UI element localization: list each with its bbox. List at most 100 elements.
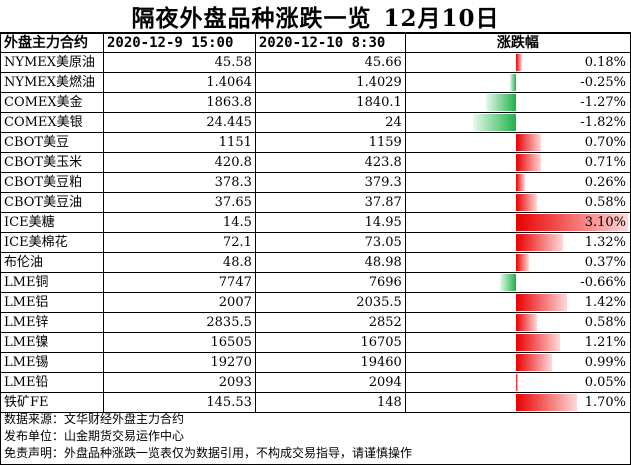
prev-value: 24.445 xyxy=(102,112,256,133)
curr-value: 148 xyxy=(254,392,406,413)
col-header-curr-time: 2020-12-10 8:30 xyxy=(254,33,406,53)
change-label: 0.37% xyxy=(584,255,626,270)
prev-value: 19270 xyxy=(102,352,256,373)
contract-name: LME铝 xyxy=(0,292,104,313)
header-row: 外盘主力合约 2020-12-9 15:00 2020-12-10 8:30 涨… xyxy=(0,33,631,53)
change-bar xyxy=(515,174,526,191)
contract-name: COMEX美金 xyxy=(0,92,104,113)
curr-value: 1159 xyxy=(254,132,406,153)
contract-name: ICE美糖 xyxy=(0,212,104,233)
change-label: 3.10% xyxy=(584,215,626,230)
change-cell: -0.66% xyxy=(404,272,631,293)
table-row: LME镍 16505 16705 1.21% xyxy=(0,332,631,353)
table-row: CBOT美豆 1151 1159 0.70% xyxy=(0,132,631,153)
title-main: 隔夜外盘品种涨跌一览 xyxy=(131,5,372,32)
footer-source: 数据来源：文华财经外盘主力合约 xyxy=(4,412,185,426)
change-bar xyxy=(515,194,537,211)
change-cell: 0.71% xyxy=(404,152,631,173)
change-label: -0.66% xyxy=(580,275,626,290)
curr-value: 24 xyxy=(254,112,406,133)
change-label: 1.70% xyxy=(584,395,626,410)
change-bar xyxy=(515,314,537,331)
prev-value: 37.65 xyxy=(102,192,256,213)
change-bar xyxy=(515,214,628,231)
title-date: 12月10日 xyxy=(383,5,500,32)
prev-value: 14.5 xyxy=(102,212,256,233)
footer-notes: 数据来源：文华财经外盘主力合约 发布单位：山金期货交易运作中心 免责声明：外盘品… xyxy=(0,411,631,465)
change-cell: 1.32% xyxy=(404,232,631,253)
contract-name: LME铜 xyxy=(0,272,104,293)
curr-value: 45.66 xyxy=(254,52,406,73)
change-bar xyxy=(472,114,516,131)
curr-value: 2094 xyxy=(254,372,406,393)
contract-name: CBOT美玉米 xyxy=(0,152,104,173)
change-cell: 0.99% xyxy=(404,352,631,373)
change-label: 0.70% xyxy=(584,135,626,150)
change-label: 1.21% xyxy=(584,335,626,350)
change-cell: 0.05% xyxy=(404,372,631,393)
table-row: ICE美糖 14.5 14.95 3.10% xyxy=(0,212,631,233)
curr-value: 7696 xyxy=(254,272,406,293)
table-body: NYMEX美原油 45.58 45.66 0.18% NYMEX美燃油 1.4064 1.4… xyxy=(0,52,631,413)
change-label: -1.82% xyxy=(580,115,626,130)
change-cell: 0.70% xyxy=(404,132,631,153)
change-bar xyxy=(515,234,564,251)
contract-name: CBOT美豆粕 xyxy=(0,172,104,193)
change-label: 0.71% xyxy=(584,155,626,170)
change-bar xyxy=(485,94,516,111)
curr-value: 2852 xyxy=(254,312,406,333)
curr-value: 19460 xyxy=(254,352,406,373)
change-bar xyxy=(500,274,516,291)
table-row: NYMEX美燃油 1.4064 1.4029 -0.25% xyxy=(0,72,631,93)
change-bar xyxy=(515,374,518,391)
change-cell: -1.27% xyxy=(404,92,631,113)
prev-value: 2835.5 xyxy=(102,312,256,333)
change-bar xyxy=(515,294,568,311)
table-row: NYMEX美原油 45.58 45.66 0.18% xyxy=(0,52,631,73)
prev-value: 1151 xyxy=(102,132,256,153)
prev-value: 45.58 xyxy=(102,52,256,73)
change-label: 1.42% xyxy=(584,295,626,310)
col-header-change: 涨跌幅 xyxy=(404,33,631,53)
table-row: 布伦油 48.8 48.98 0.37% xyxy=(0,252,631,273)
prev-value: 72.1 xyxy=(102,232,256,253)
change-label: 0.99% xyxy=(584,355,626,370)
change-cell: 1.21% xyxy=(404,332,631,353)
change-bar xyxy=(515,134,542,151)
prev-value: 2007 xyxy=(102,292,256,313)
table-row: COMEX美银 24.445 24 -1.82% xyxy=(0,112,631,133)
change-bar xyxy=(515,154,542,171)
contract-name: CBOT美豆油 xyxy=(0,192,104,213)
change-bar xyxy=(515,354,552,371)
change-cell: 1.70% xyxy=(404,392,631,413)
contract-name: LME锡 xyxy=(0,352,104,373)
curr-value: 16705 xyxy=(254,332,406,353)
change-bar xyxy=(515,254,530,271)
change-cell: 3.10% xyxy=(404,212,631,233)
contract-name: 布伦油 xyxy=(0,252,104,273)
change-label: 0.26% xyxy=(584,175,626,190)
change-bar xyxy=(515,54,523,71)
prev-value: 1.4064 xyxy=(102,72,256,93)
change-label: 0.18% xyxy=(584,55,626,70)
change-label: -0.25% xyxy=(580,75,626,90)
footer-disclaimer: 免责声明：外盘品种涨跌一览表仅为数据引用，不构成交易指导，请谨慎操作 xyxy=(4,446,413,460)
table-row: ICE美棉花 72.1 73.05 1.32% xyxy=(0,232,631,253)
contract-name: LME镍 xyxy=(0,332,104,353)
change-cell: 0.18% xyxy=(404,52,631,73)
curr-value: 423.8 xyxy=(254,152,406,173)
prev-value: 2093 xyxy=(102,372,256,393)
change-label: -1.27% xyxy=(580,95,626,110)
change-label: 1.32% xyxy=(584,235,626,250)
contract-name: NYMEX美燃油 xyxy=(0,72,104,93)
prev-value: 145.53 xyxy=(102,392,256,413)
change-cell: 0.58% xyxy=(404,192,631,213)
quote-table: 外盘主力合约 2020-12-9 15:00 2020-12-10 8:30 涨… xyxy=(0,33,631,413)
contract-name: LME铅 xyxy=(0,372,104,393)
change-cell: 0.26% xyxy=(404,172,631,193)
contract-name: NYMEX美原油 xyxy=(0,52,104,73)
change-bar xyxy=(515,334,560,351)
footer-publisher: 发布单位：山金期货交易运作中心 xyxy=(4,429,185,443)
curr-value: 48.98 xyxy=(254,252,406,273)
